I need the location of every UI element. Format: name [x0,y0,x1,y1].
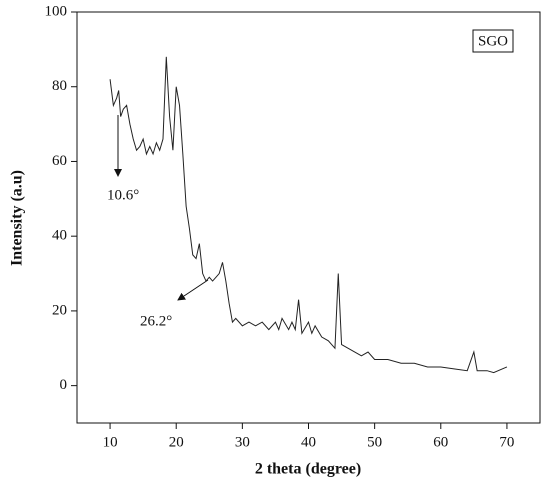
y-tick-label: 20 [52,302,67,318]
annotation: 10.6° [107,187,139,203]
legend-box [472,29,514,53]
y-axis-title: Intensity (a.u) [9,170,26,266]
x-tick-label: 10 [103,434,118,450]
x-tick-label: 50 [367,434,382,450]
x-tick-label: 20 [169,434,184,450]
y-tick-label: 80 [52,78,67,94]
y-tick-label: 0 [60,377,68,393]
annotation-arrow [177,279,209,301]
data-line [109,56,508,374]
x-tick-label: 40 [301,434,316,450]
y-tick-label: 60 [52,153,67,169]
y-tick-label: 40 [52,228,67,244]
y-tick-label: 100 [45,3,68,19]
x-axis-title: 2 theta (degree) [255,461,361,478]
x-tick-label: 60 [433,434,448,450]
x-tick-label: 70 [499,434,514,450]
annotation: 26.2° [140,313,172,329]
x-tick-label: 30 [235,434,250,450]
legend-label: SGO [478,33,508,49]
